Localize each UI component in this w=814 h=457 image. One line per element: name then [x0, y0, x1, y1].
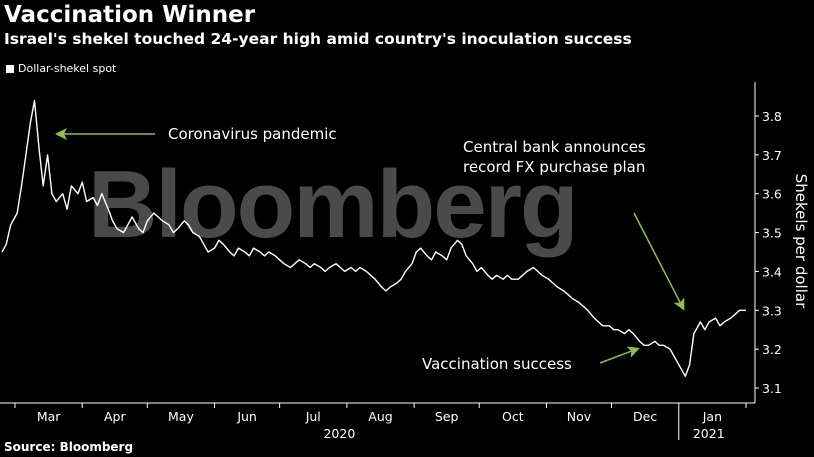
- annotations: Coronavirus pandemic Central bank announ…: [55, 125, 685, 373]
- annotation-arrow-vaccination: [599, 346, 640, 364]
- x-tick-label: Sep: [435, 409, 459, 424]
- y-tick-label: 3.2: [762, 342, 782, 357]
- series-line-dollar-shekel: [1, 99, 746, 377]
- x-tick-label: Oct: [502, 409, 524, 424]
- annotation-central-bank-line2: record FX purchase plan: [463, 158, 645, 176]
- y-tick-label: 3.5: [762, 226, 782, 241]
- x-tick-label: May: [168, 409, 194, 424]
- year-label: 2020: [323, 426, 355, 441]
- annotation-pandemic: Coronavirus pandemic: [168, 125, 337, 143]
- y-tick-label: 3.3: [762, 303, 782, 318]
- y-tick-label: 3.6: [762, 187, 782, 202]
- x-tick-label: Aug: [368, 409, 392, 424]
- source-note: Source: Bloomberg: [4, 440, 134, 454]
- x-tick-label: Apr: [104, 409, 126, 424]
- legend-label: Dollar-shekel spot: [18, 62, 117, 75]
- axes: 3.1 3.2 3.3 3.4 3.5 3.6 3.7 3.8 Mar Apr May Jun Jul A…: [0, 82, 782, 441]
- chart-title: Vaccination Winner: [4, 2, 256, 28]
- x-tick-label: Jan: [702, 409, 722, 424]
- annotation-arrow-central-bank: [633, 212, 685, 311]
- y-tick-label: 3.7: [762, 148, 782, 163]
- x-tick-label: Jun: [236, 409, 257, 424]
- chart-subtitle: Israel's shekel touched 24-year high ami…: [4, 30, 632, 48]
- legend-swatch: [6, 64, 14, 73]
- x-tick-label: Dec: [633, 409, 657, 424]
- y-axis-label: Shekels per dollar: [792, 174, 810, 309]
- annotation-vaccination: Vaccination success: [422, 355, 572, 373]
- year-label: 2021: [693, 426, 725, 441]
- y-tick-label: 3.1: [762, 381, 782, 396]
- annotation-central-bank-line1: Central bank announces: [463, 138, 646, 156]
- x-tick-label: Mar: [37, 409, 61, 424]
- legend: Dollar-shekel spot: [6, 62, 116, 75]
- x-tick-label: Nov: [567, 409, 592, 424]
- bloomberg-watermark: Bloomberg: [88, 151, 579, 258]
- x-tick-label: Jul: [305, 409, 321, 424]
- y-tick-label: 3.8: [762, 109, 782, 124]
- y-tick-label: 3.4: [762, 264, 782, 279]
